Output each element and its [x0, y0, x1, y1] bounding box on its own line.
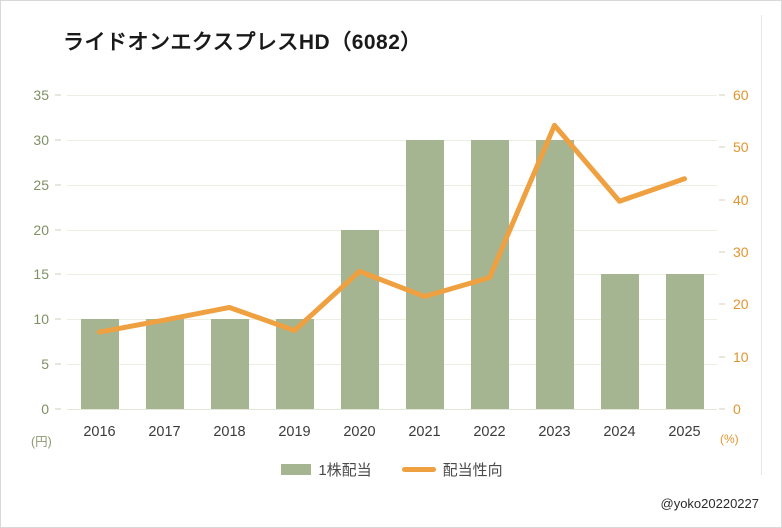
y-axis-left-tickmark	[55, 273, 61, 275]
bar-2019	[275, 319, 314, 409]
gridline	[67, 95, 717, 96]
legend-line-label: 配当性向	[442, 462, 503, 479]
bar-2024	[600, 274, 639, 409]
y-axis-right-tickmark	[719, 356, 725, 358]
watermark: @yoko20220227	[660, 496, 760, 511]
page-title: ライドオンエクスプレスHD（6082）	[63, 31, 422, 54]
x-axis-tick-2017: 2017	[148, 424, 181, 440]
bar-2023	[535, 139, 574, 409]
gridline	[67, 274, 717, 276]
legend-line-swatch-icon	[401, 467, 436, 472]
y-axis-right-tickmark	[719, 303, 725, 305]
y-axis-right-tick: 50	[733, 139, 749, 156]
x-axis-tick-2023: 2023	[538, 424, 571, 440]
legend-item-bar: 1株配当	[281, 459, 372, 480]
y-axis-left-tick: 5	[41, 356, 49, 373]
x-axis-tick-2018: 2018	[213, 424, 246, 440]
y-axis-left: 0 5 10 15 20 25 30 35	[11, 87, 61, 417]
x-axis-tick-2016: 2016	[83, 424, 116, 440]
y-axis-right-tick: 20	[733, 296, 749, 313]
gridline	[67, 364, 717, 366]
bar-2017	[145, 319, 184, 409]
y-axis-right-tick: 0	[733, 401, 741, 417]
plot-area	[67, 95, 717, 410]
y-axis-right-tick: 30	[733, 244, 749, 260]
x-axis-tick-2025: 2025	[668, 424, 701, 440]
legend-item-line: 配当性向	[401, 459, 503, 480]
y-axis-left-tickmark	[55, 94, 61, 96]
gridline	[67, 409, 717, 410]
right-border-line	[761, 15, 762, 475]
y-axis-left-tick: 25	[33, 176, 49, 193]
right-axis-unit-label: (%)	[720, 432, 739, 446]
bar-2020	[340, 229, 379, 409]
gridline	[67, 229, 717, 231]
y-axis-left-tick: 30	[33, 131, 49, 148]
y-axis-left-tickmark	[55, 184, 61, 186]
y-axis-left-tick: 35	[33, 87, 49, 103]
y-axis-left-tickmark	[55, 139, 61, 141]
x-axis-tick-2020: 2020	[343, 424, 376, 440]
y-axis-right: 0 10 20 30 40 50 60	[719, 87, 775, 417]
y-axis-right-tickmark	[719, 199, 725, 201]
left-axis-unit-label: (円)	[31, 435, 52, 449]
gridline	[67, 319, 717, 321]
x-axis-tick-2024: 2024	[603, 424, 636, 440]
y-axis-left-tickmark	[55, 318, 61, 320]
bar-2025	[665, 274, 704, 409]
x-axis: 2016 2017 2018 2019 2020 2021 2022 2023 2024 2025	[67, 424, 717, 446]
y-axis-left-tick: 10	[33, 311, 49, 328]
y-axis-left-tick: 20	[33, 221, 49, 238]
y-axis-right-tick: 10	[733, 348, 749, 365]
line-series-配当性向	[97, 122, 687, 335]
x-axis-tick-2022: 2022	[473, 424, 506, 440]
y-axis-right-tick: 40	[733, 191, 749, 208]
chart-legend: 1株配当 配当性向	[1, 459, 782, 480]
y-axis-right-tickmark	[719, 251, 725, 253]
y-axis-left-tick: 15	[33, 266, 49, 283]
y-axis-right-tickmark	[719, 146, 725, 148]
bar-2021	[405, 139, 444, 409]
y-axis-left-tickmark	[55, 229, 61, 231]
y-axis-right-tickmark	[719, 94, 725, 96]
y-axis-left-tick: 0	[41, 401, 49, 417]
y-axis-right-tickmark	[719, 408, 725, 410]
x-axis-tick-2019: 2019	[278, 424, 311, 440]
y-axis-left-tickmark	[55, 363, 61, 365]
gridline	[67, 184, 717, 186]
legend-bar-swatch-icon	[281, 464, 312, 475]
gridline	[67, 139, 717, 141]
x-axis-tick-2021: 2021	[408, 424, 441, 440]
legend-bar-label: 1株配当	[318, 462, 372, 479]
y-axis-left-tickmark	[55, 408, 61, 410]
y-axis-right-tick: 60	[733, 87, 749, 103]
bar-2018	[210, 319, 249, 409]
